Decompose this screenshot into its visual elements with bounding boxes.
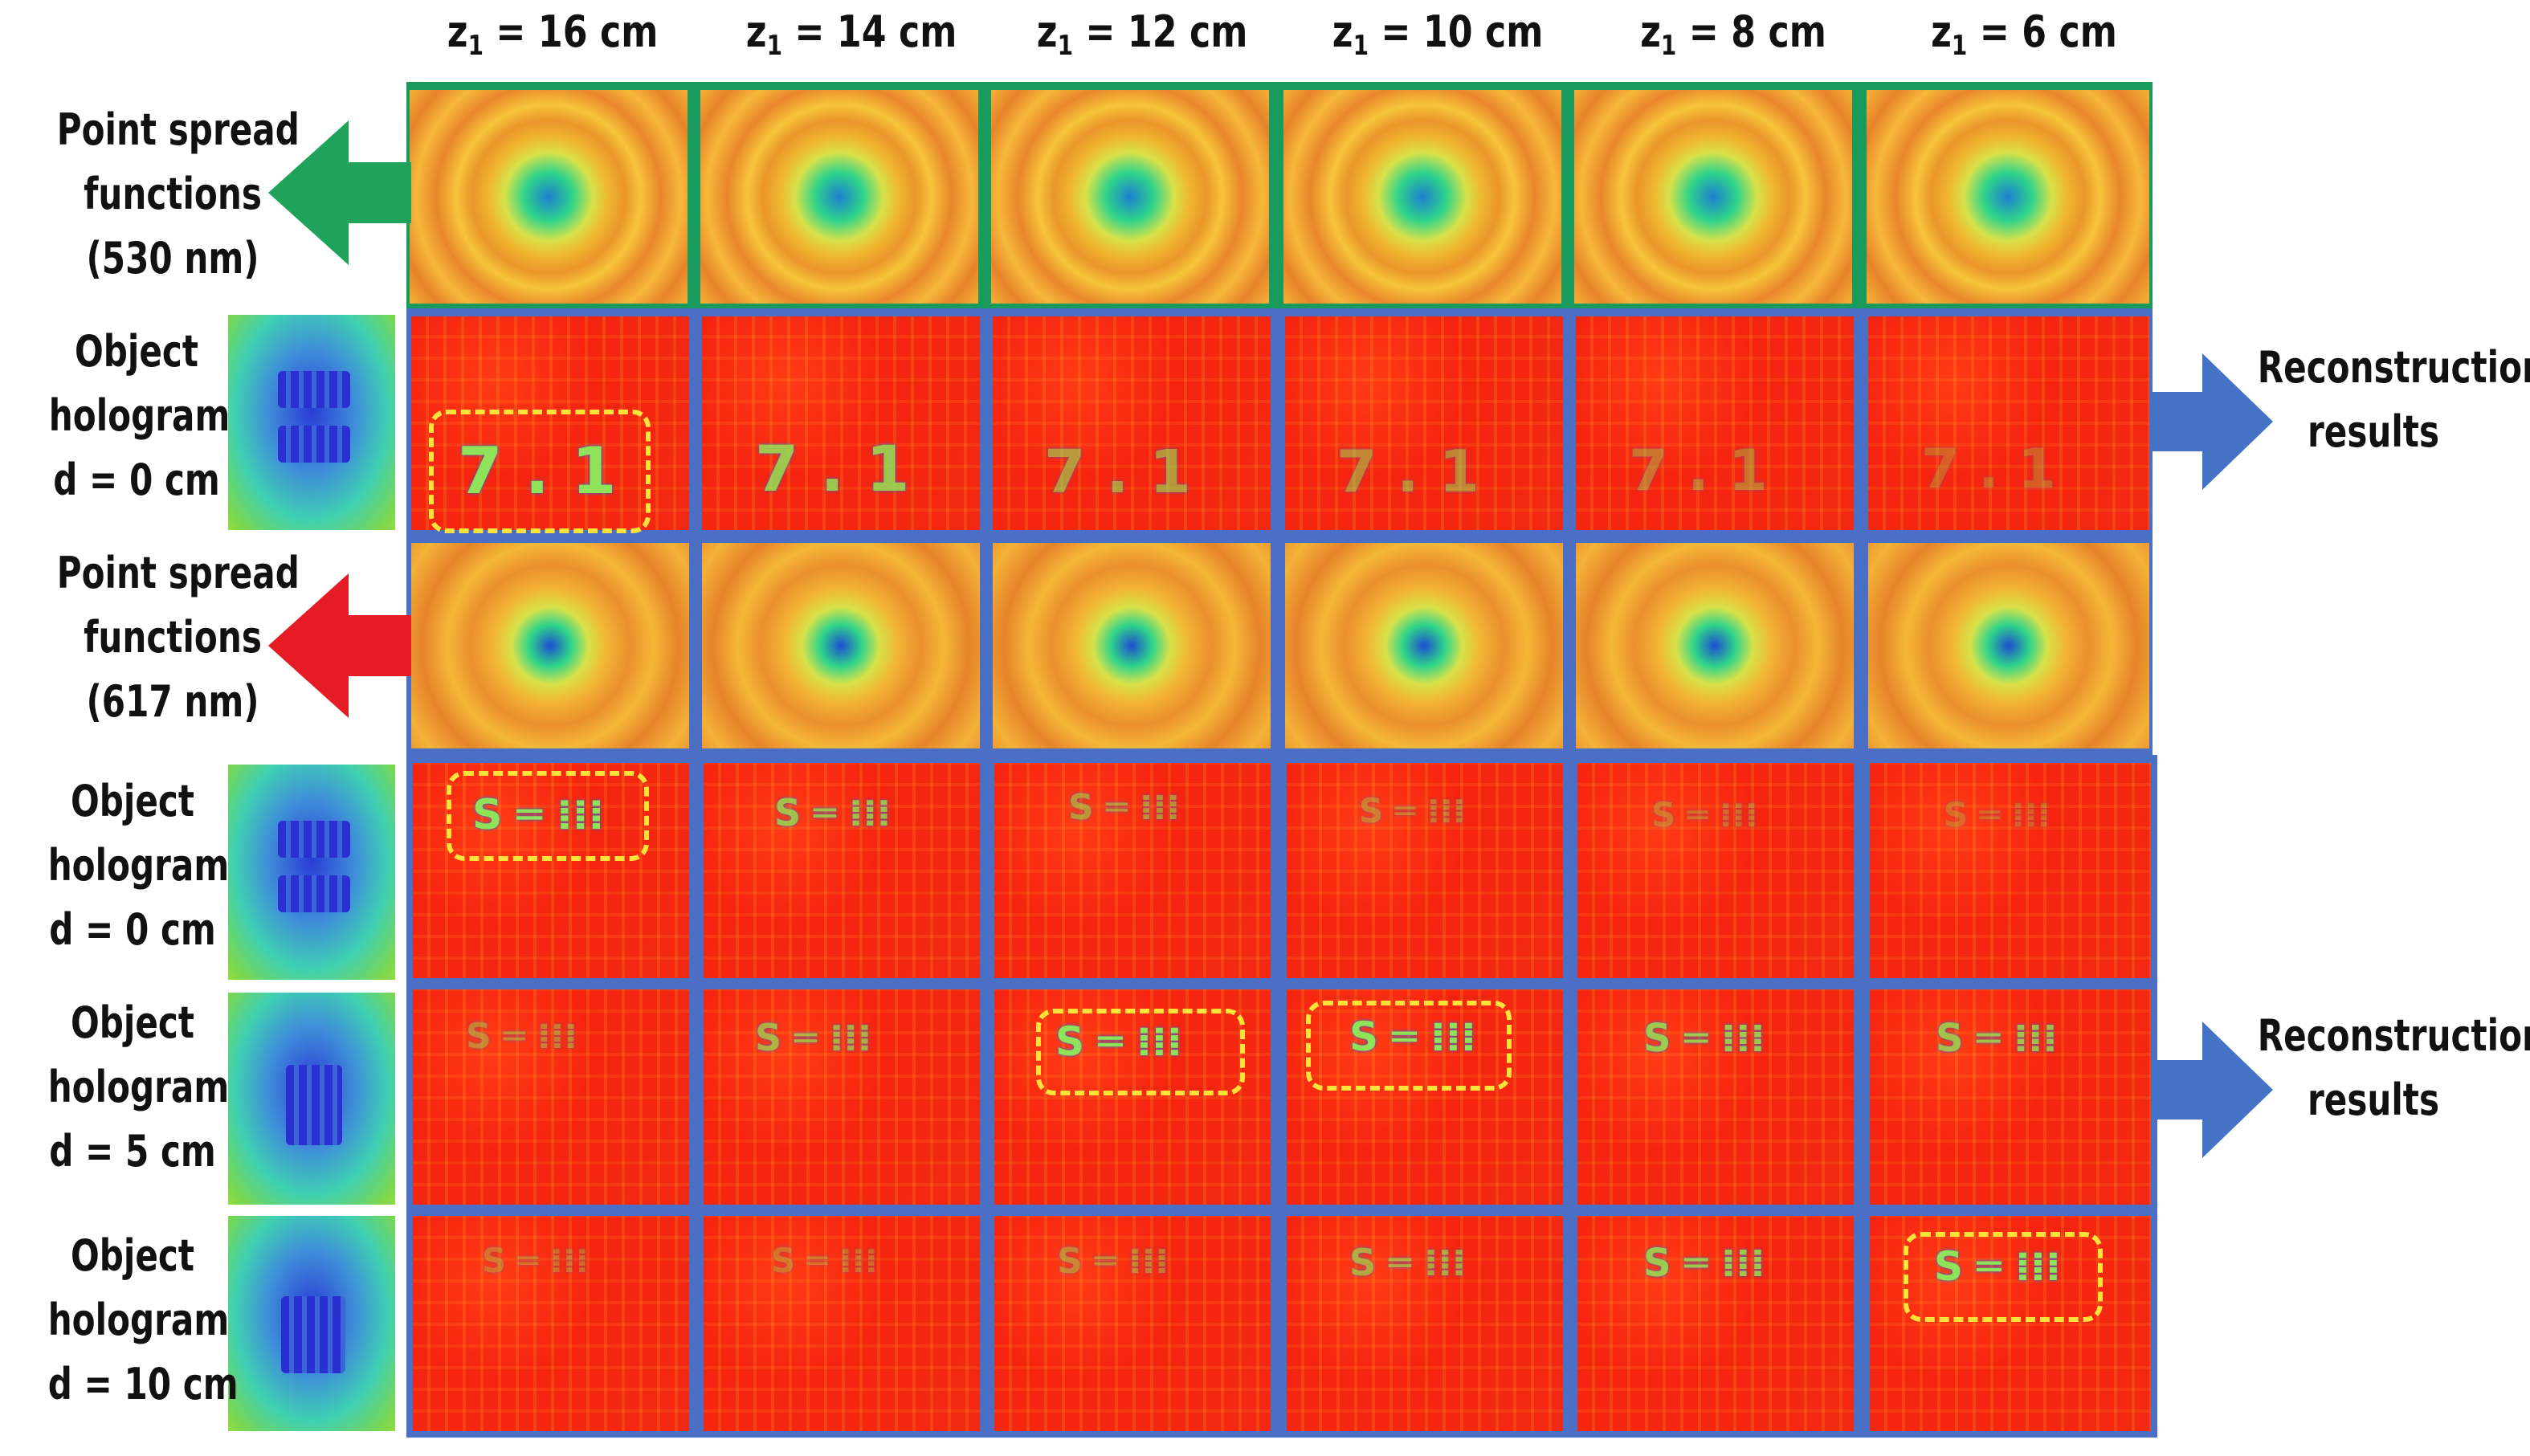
- red-recon-d0-tile-5: [1577, 763, 1854, 978]
- highlight-box: [1036, 1009, 1245, 1095]
- recon-digits: 7 . 1: [1921, 438, 2056, 501]
- recon-symbols: S ═ ⁞⁞⁞: [1068, 787, 1180, 828]
- recon-symbols: S ═ ⁞⁞⁞: [774, 791, 892, 834]
- recon-symbols: S ═ ⁞⁞⁞: [472, 791, 605, 839]
- red-recon-d5-tile-5: [1577, 989, 1854, 1205]
- blue-right-arrow-lower-shape: [2153, 1022, 2273, 1158]
- red-recon-d5-tile-6: [1870, 989, 2151, 1205]
- red-recon-d10-tile-6: [1870, 1216, 2151, 1431]
- recon-symbols: S ═ ⁞⁞⁞: [1057, 1241, 1169, 1282]
- psf-617-tile-1: [411, 543, 689, 748]
- object-hologram-label-red-10: Object hologram d = 10 cm: [47, 1230, 239, 1409]
- red-recon-d10-tile-1: [413, 1216, 689, 1431]
- reconstruction-results-label-lower: Reconstruction results: [2257, 1010, 2530, 1125]
- psf-617-frame: [406, 536, 2153, 755]
- column-header-z1-8cm: z1 = 8 cm: [1640, 6, 1826, 62]
- recon-symbols: S ═ ⁞⁞⁞: [1359, 791, 1466, 830]
- recon-symbols: S ═ ⁞⁞⁞: [1643, 1016, 1765, 1061]
- recon-symbols: S ═ ⁞⁞⁞: [1936, 1016, 2058, 1061]
- recon-digits: 7 . 1: [458, 434, 617, 508]
- red-recon-d10-tile-5: [1577, 1216, 1854, 1431]
- object-hologram-label-green: Object hologram d = 0 cm: [48, 326, 231, 505]
- recon-digits: 7 . 1: [1044, 438, 1191, 507]
- column-header-z1-12cm: z1 = 12 cm: [1036, 6, 1248, 62]
- column-header-z1-16cm: z1 = 16 cm: [447, 6, 659, 62]
- psf-530-tile-5: [1574, 90, 1852, 304]
- green-left-arrow: [268, 120, 411, 265]
- red-recon-d5-tile-4: [1287, 989, 1563, 1205]
- reconstruction-results-label-upper: Reconstruction results: [2257, 342, 2530, 457]
- recon-digits: 7 . 1: [1336, 438, 1479, 505]
- recon-symbols: S ═ ⁞⁞⁞: [1643, 1241, 1765, 1286]
- green-recon-tile-6: [1868, 316, 2149, 530]
- red-recon-d10-tile-4: [1287, 1216, 1563, 1431]
- object-hologram-label-red-0: Object hologram d = 0 cm: [47, 776, 230, 955]
- psf-530-tile-6: [1867, 90, 2149, 304]
- red-reconstruction-frame: [406, 755, 2157, 1438]
- psf-617-tile-5: [1576, 543, 1854, 748]
- recon-symbols: S ═ ⁞⁞⁞: [1944, 795, 2051, 834]
- object-hologram-label-red-5: Object hologram d = 5 cm: [47, 997, 230, 1177]
- hologram-pattern: [286, 1065, 342, 1145]
- psf-530-tile-2: [700, 90, 978, 304]
- red-recon-d5-tile-2: [704, 989, 980, 1205]
- red-recon-d10-tile-2: [704, 1216, 980, 1431]
- column-header-z1-10cm: z1 = 10 cm: [1332, 6, 1544, 62]
- red-recon-d0-tile-3: [994, 763, 1271, 978]
- red-left-arrow-shape: [268, 573, 411, 718]
- green-left-arrow-shape: [268, 120, 411, 265]
- recon-symbols: S ═ ⁞⁞⁞: [482, 1241, 589, 1280]
- green-recon-tile-5: [1576, 316, 1854, 530]
- recon-digits: 7 . 1: [1629, 438, 1768, 504]
- object-hologram-image-red-10: [228, 1216, 395, 1431]
- highlight-box: [1306, 1001, 1512, 1091]
- object-hologram-image-green: [228, 315, 395, 530]
- recon-symbols: S ═ ⁞⁞⁞: [755, 1016, 872, 1059]
- blue-right-arrow-upper-shape: [2153, 353, 2273, 490]
- psf-530-tile-3: [991, 90, 1269, 304]
- red-left-arrow: [268, 573, 411, 718]
- hologram-pattern: [278, 875, 350, 912]
- recon-symbols: S ═ ⁞⁞⁞: [1651, 795, 1758, 834]
- psf-530-tile-1: [410, 90, 688, 304]
- column-header-z1-14cm: z1 = 14 cm: [745, 6, 957, 62]
- hologram-pattern: [278, 426, 350, 463]
- psf-617-tile-2: [702, 543, 980, 748]
- highlight-box: [1904, 1232, 2103, 1322]
- recon-symbols: S ═ ⁞⁞⁞: [1349, 1013, 1476, 1060]
- red-recon-d10-tile-3: [994, 1216, 1271, 1431]
- green-recon-tile-2: [702, 316, 980, 530]
- hologram-pattern: [281, 1296, 345, 1373]
- hologram-pattern: [278, 371, 350, 408]
- psf-617-label: Point spread functions (617 nm): [56, 548, 300, 727]
- object-hologram-image-red-5: [228, 993, 395, 1205]
- recon-digits: 7 . 1: [755, 434, 910, 506]
- red-recon-d0-tile-2: [704, 763, 980, 978]
- red-recon-d5-tile-1: [413, 989, 689, 1205]
- object-hologram-image-red-0: [228, 765, 395, 980]
- green-recon-tile-3: [993, 316, 1271, 530]
- green-reconstruction-frame: [406, 308, 2153, 536]
- psf-530-frame: [406, 82, 2153, 308]
- red-recon-d0-tile-6: [1870, 763, 2151, 978]
- psf-617-tile-4: [1285, 543, 1563, 748]
- recon-symbols: S ═ ⁞⁞⁞: [1349, 1241, 1467, 1284]
- red-recon-d0-tile-1: [413, 763, 689, 978]
- recon-symbols: S ═ ⁞⁞⁞: [1055, 1018, 1182, 1065]
- green-recon-tile-4: [1285, 316, 1563, 530]
- column-header-z1-6cm: z1 = 6 cm: [1931, 6, 2117, 62]
- blue-right-arrow-upper: [2153, 353, 2273, 490]
- psf-530-label: Point spread functions (530 nm): [56, 104, 300, 283]
- highlight-box: [429, 410, 651, 533]
- blue-right-arrow-lower: [2153, 1022, 2273, 1158]
- highlight-box: [447, 771, 649, 861]
- hologram-pattern: [278, 821, 350, 858]
- recon-symbols: S ═ ⁞⁞⁞: [1934, 1243, 2061, 1290]
- recon-symbols: S ═ ⁞⁞⁞: [771, 1241, 878, 1280]
- recon-symbols: S ═ ⁞⁞⁞: [466, 1016, 577, 1057]
- red-recon-d0-tile-4: [1287, 763, 1563, 978]
- psf-530-tile-4: [1283, 90, 1561, 304]
- psf-617-tile-3: [993, 543, 1271, 748]
- psf-617-tile-6: [1868, 543, 2149, 748]
